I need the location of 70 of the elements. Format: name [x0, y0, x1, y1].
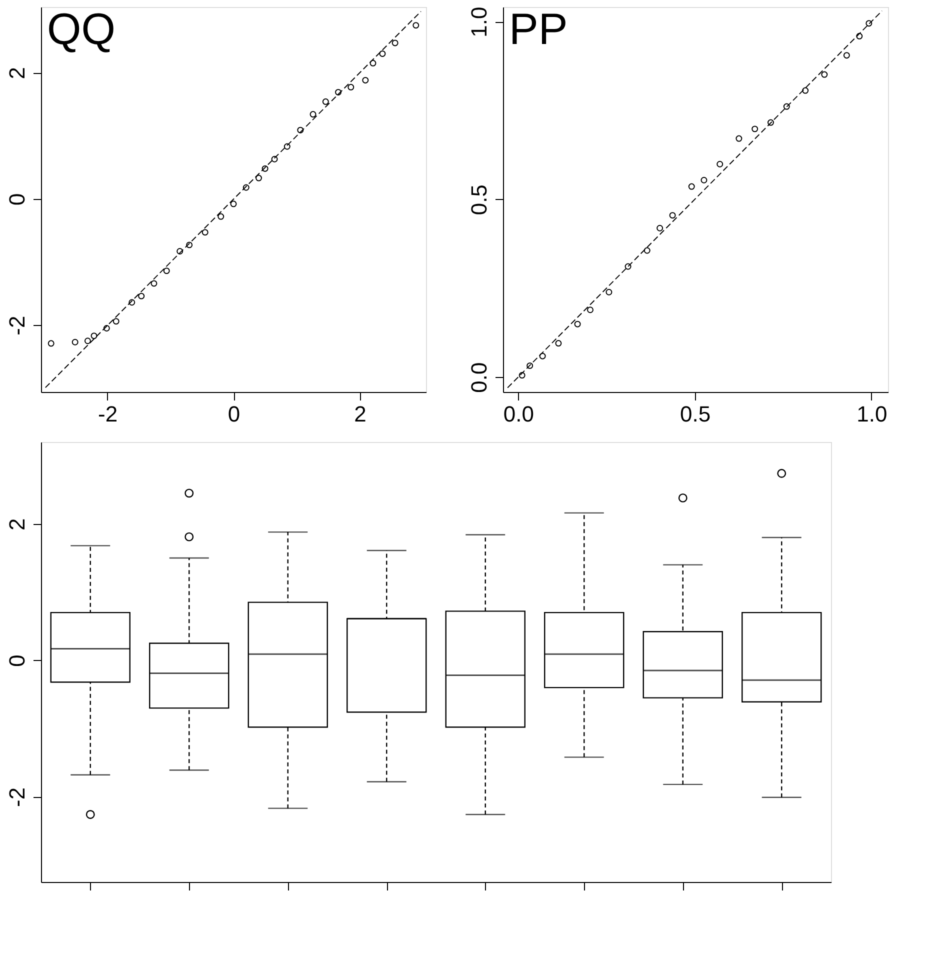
point	[256, 174, 262, 182]
point	[518, 372, 526, 379]
point	[230, 200, 237, 208]
x-tick-label: 2	[354, 402, 366, 426]
point	[150, 280, 158, 287]
point	[202, 229, 208, 236]
y-tick-label: 2	[4, 67, 30, 80]
y-tick-label: 0.0	[466, 362, 492, 393]
point	[379, 50, 386, 57]
x-tick-label: 0.5	[680, 402, 711, 426]
point	[271, 156, 278, 162]
point	[821, 71, 828, 78]
point	[284, 143, 290, 150]
x-tick-label: 0	[228, 402, 240, 426]
point	[783, 103, 790, 110]
point	[362, 76, 369, 84]
point	[48, 340, 54, 347]
point	[587, 306, 594, 314]
point	[767, 119, 774, 126]
x-tick-label: 1.0	[856, 402, 888, 426]
point	[335, 88, 342, 96]
y-tick-label: 0	[4, 654, 30, 667]
point	[370, 60, 376, 66]
point	[112, 318, 120, 325]
point	[736, 135, 742, 142]
point	[84, 338, 91, 344]
point	[412, 22, 420, 29]
point	[138, 292, 145, 300]
point	[526, 362, 534, 369]
point	[574, 320, 581, 328]
point	[348, 84, 354, 90]
point	[392, 40, 398, 46]
point	[262, 165, 268, 172]
point	[656, 224, 664, 232]
point	[163, 268, 170, 274]
point	[688, 183, 695, 190]
point	[856, 32, 863, 40]
y-tick-label: -2	[4, 316, 30, 336]
point	[218, 213, 224, 220]
y-tick-label: -2	[4, 787, 30, 808]
point	[624, 263, 632, 270]
point	[310, 111, 316, 118]
point	[297, 126, 304, 134]
point	[539, 352, 546, 360]
chart-title: PP	[509, 5, 568, 54]
point	[322, 98, 329, 105]
point	[752, 126, 758, 132]
point	[128, 299, 136, 306]
point	[802, 87, 809, 94]
point	[103, 325, 110, 332]
y-tick-label: 0.5	[466, 184, 492, 216]
chart-title: QQ	[47, 5, 116, 54]
point	[606, 288, 612, 296]
x-tick-label: 0.0	[503, 402, 534, 426]
point	[186, 242, 193, 248]
point	[72, 338, 78, 346]
point	[866, 20, 872, 27]
point	[644, 247, 650, 254]
point	[90, 332, 98, 340]
point	[716, 160, 724, 168]
point	[843, 52, 850, 59]
point	[555, 340, 562, 347]
point	[669, 212, 676, 219]
point	[176, 248, 184, 254]
y-tick-label: 1.0	[466, 6, 492, 38]
x-tick-label: -2	[98, 402, 118, 426]
point	[242, 184, 250, 191]
y-tick-label: 2	[4, 518, 30, 530]
y-tick-label: 0	[4, 193, 30, 206]
point	[700, 176, 708, 184]
